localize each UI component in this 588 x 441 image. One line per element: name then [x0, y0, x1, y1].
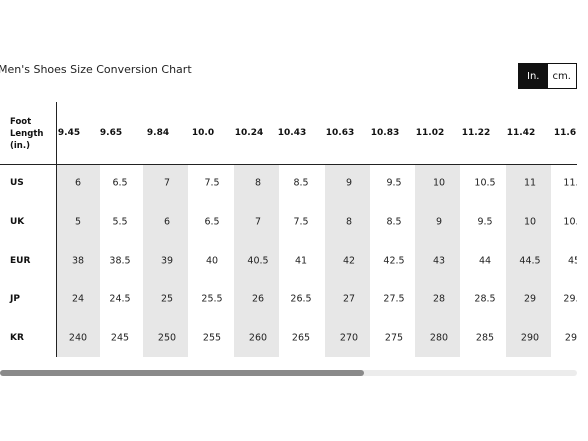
- size-cell: 6.5: [112, 177, 128, 189]
- size-cell: 8: [345, 216, 353, 228]
- size-cell: 285: [475, 332, 495, 344]
- size-cell: 240: [68, 332, 88, 344]
- size-cell: 41: [294, 255, 308, 267]
- size-cell: 27: [342, 293, 356, 305]
- size-cell: 42: [342, 255, 356, 267]
- size-cell: 28.5: [474, 293, 496, 305]
- size-cell: 280: [429, 332, 449, 344]
- size-cell: 39: [160, 255, 174, 267]
- size-cell: 44.5: [519, 255, 541, 267]
- foot-length-cell: 10.24: [234, 128, 264, 138]
- foot-length-cell: 9.65: [99, 128, 123, 138]
- size-cell: 9.5: [386, 177, 402, 189]
- size-cell: 43: [432, 255, 446, 267]
- size-cell: 45: [567, 255, 577, 267]
- size-cell: 29.5: [563, 293, 577, 305]
- row-label: US: [10, 178, 24, 188]
- foot-length-cell: 9.84: [146, 128, 170, 138]
- scrollbar-thumb[interactable]: [0, 370, 364, 376]
- size-cell: 26: [251, 293, 265, 305]
- header-row-divider: [0, 164, 577, 165]
- foot-length-cell: 10.63: [325, 128, 355, 138]
- size-cell: 9.5: [477, 216, 493, 228]
- size-cell: 7: [163, 177, 171, 189]
- unit-toggle[interactable]: In. cm.: [518, 63, 577, 89]
- size-cell: 27.5: [383, 293, 405, 305]
- foot-length-cell: 10.83: [370, 128, 400, 138]
- page-title: Men's Shoes Size Conversion Chart: [0, 63, 192, 76]
- size-chart-table-content: Foot Length (in.) 9.45 9.65 9.84 10.0 10.24 1…: [0, 102, 577, 360]
- size-cell: 38.5: [109, 255, 131, 267]
- size-cell: 29: [523, 293, 537, 305]
- size-chart-table[interactable]: Foot Length (in.) 9.45 9.65 9.84 10.0 10.24 1…: [0, 102, 577, 360]
- row-label: JP: [10, 294, 20, 304]
- size-cell: 6.5: [204, 216, 220, 228]
- column-stripe: [324, 164, 370, 357]
- foot-length-cell: 9.45: [57, 128, 81, 138]
- size-cell: 10.5: [474, 177, 496, 189]
- size-cell: 25.5: [201, 293, 223, 305]
- size-cell: 6: [74, 177, 82, 189]
- size-cell: 255: [202, 332, 222, 344]
- size-cell: 42.5: [383, 255, 405, 267]
- size-cell: 250: [157, 332, 177, 344]
- size-cell: 7.5: [293, 216, 309, 228]
- foot-length-cell: 10.43: [277, 128, 307, 138]
- size-cell: 275: [384, 332, 404, 344]
- inch-unit-button[interactable]: In.: [519, 64, 548, 88]
- size-cell: 11: [523, 177, 537, 189]
- size-cell: 28: [432, 293, 446, 305]
- size-cell: 5: [74, 216, 82, 228]
- foot-length-header-line: Length: [10, 129, 44, 139]
- size-cell: 10: [432, 177, 446, 189]
- horizontal-scrollbar[interactable]: [0, 370, 577, 376]
- foot-length-cell: 11.02: [415, 128, 445, 138]
- column-stripe: [414, 164, 460, 357]
- cm-unit-button[interactable]: cm.: [547, 64, 576, 88]
- column-stripe: [505, 164, 551, 357]
- size-cell: 6: [163, 216, 171, 228]
- header-column-divider: [56, 102, 57, 357]
- size-cell: 26.5: [290, 293, 312, 305]
- size-cell: 40: [205, 255, 219, 267]
- size-cell: 24.5: [109, 293, 131, 305]
- size-cell: 8.5: [293, 177, 309, 189]
- column-stripe: [57, 164, 100, 357]
- size-cell: 8: [254, 177, 262, 189]
- foot-length-cell: 11.42: [506, 128, 536, 138]
- row-label: EUR: [10, 256, 31, 266]
- size-cell: 290: [520, 332, 540, 344]
- size-cell: 25: [160, 293, 174, 305]
- size-cell: 38: [71, 255, 85, 267]
- size-cell: 7: [254, 216, 262, 228]
- column-stripe: [233, 164, 279, 357]
- size-cell: 40.5: [247, 255, 269, 267]
- size-cell: 245: [110, 332, 130, 344]
- foot-length-header-line: (in.): [10, 141, 30, 151]
- size-cell: 295: [564, 332, 577, 344]
- size-cell: 9: [435, 216, 443, 228]
- column-stripe: [142, 164, 188, 357]
- foot-length-header-line: Foot: [10, 117, 32, 127]
- size-cell: 24: [71, 293, 85, 305]
- size-cell: 260: [248, 332, 268, 344]
- size-cell: 7.5: [204, 177, 220, 189]
- size-cell: 10.5: [563, 216, 577, 228]
- foot-length-cell: 11.6: [553, 128, 577, 138]
- size-cell: 44: [478, 255, 492, 267]
- size-cell: 8.5: [386, 216, 402, 228]
- row-label: KR: [10, 333, 24, 343]
- size-cell: 11.5: [563, 177, 577, 189]
- size-cell: 270: [339, 332, 359, 344]
- size-cell: 265: [291, 332, 311, 344]
- size-cell: 9: [345, 177, 353, 189]
- foot-length-cell: 11.22: [461, 128, 491, 138]
- foot-length-cell: 10.0: [191, 128, 215, 138]
- size-cell: 5.5: [112, 216, 128, 228]
- row-label: UK: [10, 217, 25, 227]
- size-cell: 10: [523, 216, 537, 228]
- foot-length-header: Foot Length (in.): [10, 116, 50, 152]
